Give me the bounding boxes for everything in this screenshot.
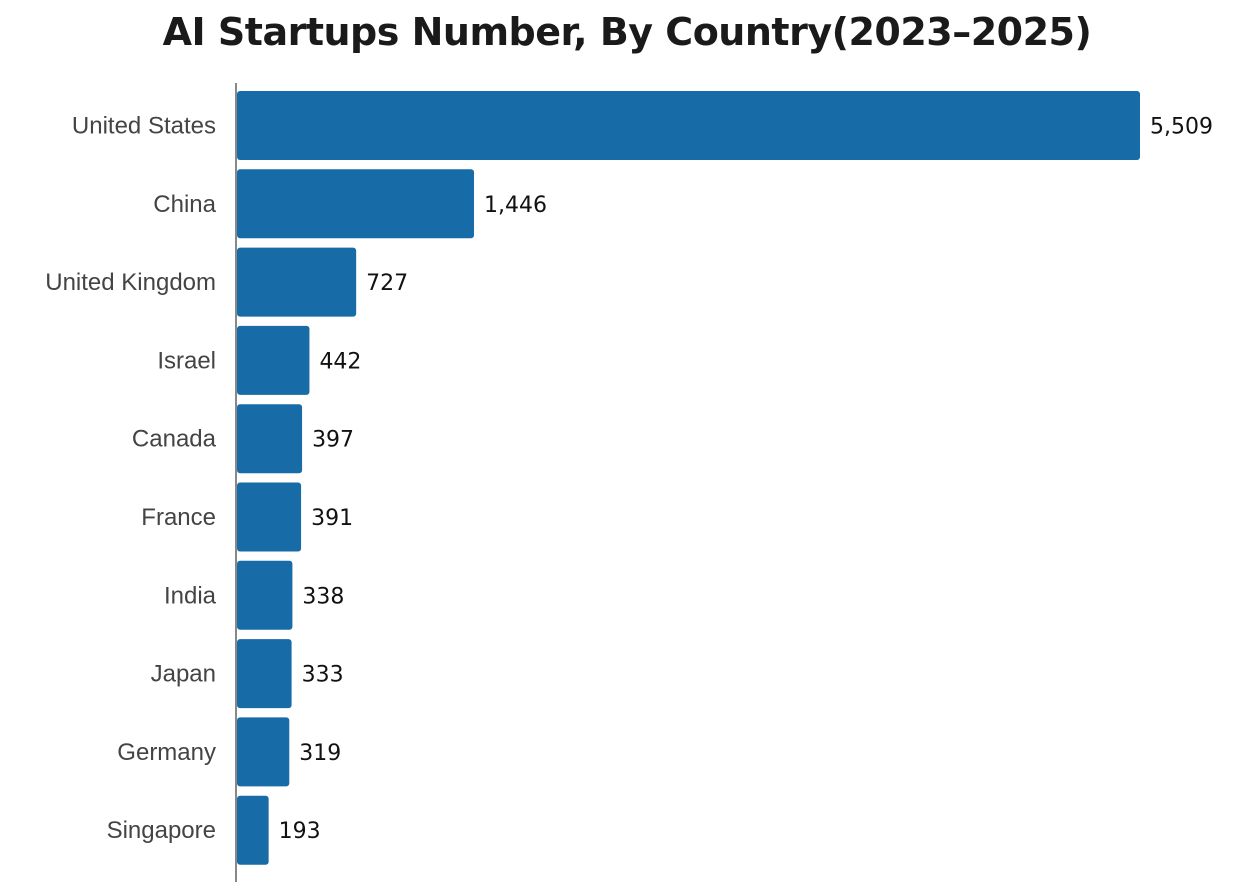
bar: [237, 717, 290, 787]
value-label: 391: [311, 506, 353, 531]
category-label: United Kingdom: [45, 269, 216, 296]
category-label: China: [153, 191, 216, 218]
bar: [237, 795, 269, 865]
value-label: 442: [319, 349, 361, 374]
value-label: 338: [302, 584, 344, 609]
chart-title: AI Startups Number, By Country(2023–2025…: [162, 10, 1092, 54]
value-label: 397: [312, 428, 354, 453]
value-label: 333: [302, 663, 344, 688]
value-label: 193: [279, 819, 321, 844]
bar: [237, 560, 293, 630]
bar: [237, 325, 310, 395]
bar: [237, 404, 303, 474]
bar: [237, 482, 302, 552]
category-label: Israel: [157, 347, 216, 374]
value-label: 319: [299, 741, 341, 766]
value-label: 727: [366, 271, 408, 296]
category-label: France: [141, 504, 216, 531]
category-label: United States: [72, 113, 216, 140]
category-label: Singapore: [107, 817, 216, 844]
value-label: 1,446: [484, 193, 547, 218]
bar: [237, 91, 1140, 160]
category-label: Japan: [151, 661, 216, 688]
category-label: Canada: [132, 426, 217, 453]
bar: [237, 169, 475, 239]
bar: [237, 639, 292, 709]
value-label: 5,509: [1150, 115, 1213, 140]
bar: [237, 247, 357, 317]
category-label: Germany: [117, 739, 216, 766]
category-label: India: [164, 582, 217, 609]
